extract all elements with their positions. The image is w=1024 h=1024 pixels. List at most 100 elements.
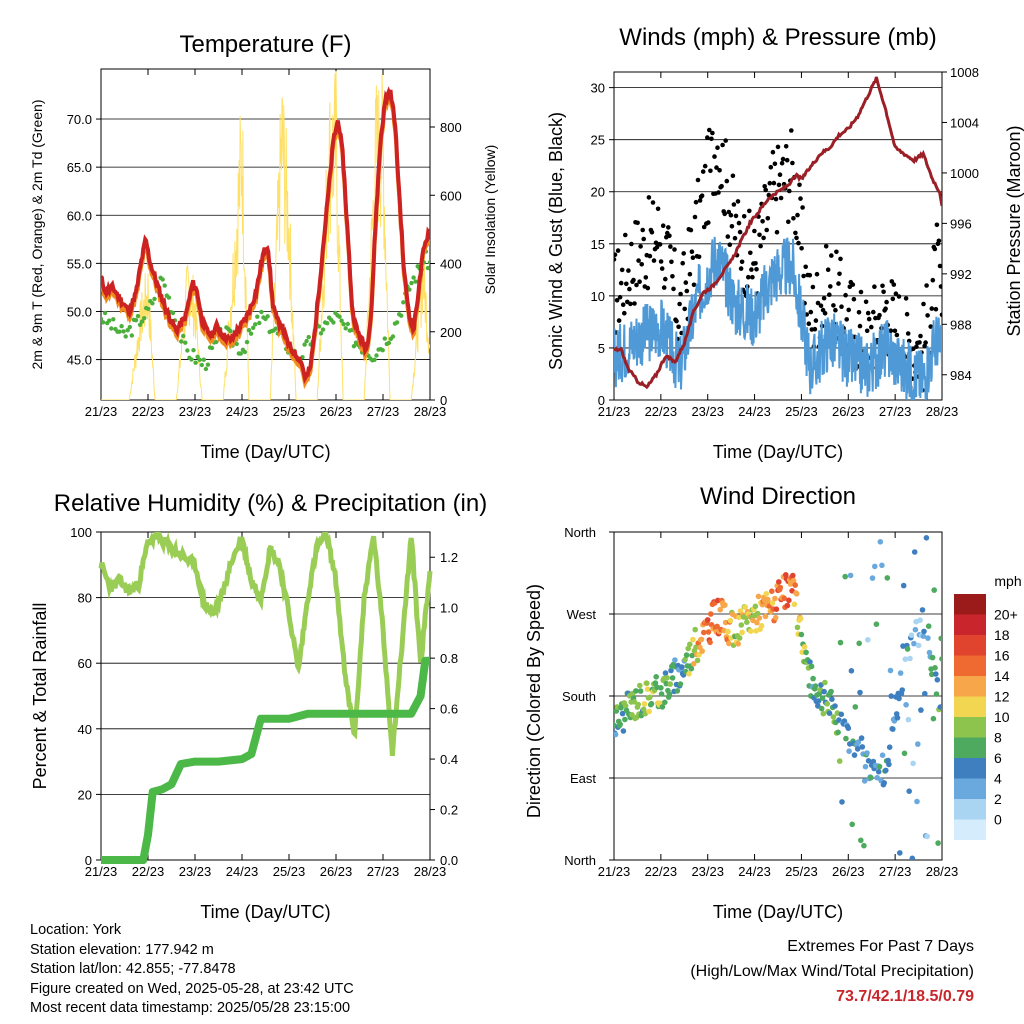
legend-label: 10	[994, 709, 1010, 725]
gust-point	[693, 199, 699, 205]
direction-point	[917, 617, 923, 623]
direction-point	[852, 704, 859, 710]
gust-point	[705, 135, 710, 140]
direction-point	[932, 665, 938, 671]
gust-point	[770, 149, 776, 155]
gust-point	[800, 205, 805, 210]
gust-point	[731, 202, 737, 207]
gust-point	[921, 301, 926, 307]
gust-point	[930, 277, 936, 283]
direction-point	[851, 752, 858, 758]
direction-point	[635, 701, 641, 708]
dewpoint-point	[101, 316, 104, 322]
gust-point	[715, 145, 720, 150]
y-tick-label: 10	[591, 289, 605, 304]
x-tick-label: 22/23	[645, 404, 678, 419]
direction-point	[848, 668, 855, 674]
gust-point	[825, 267, 831, 273]
gust-point	[709, 136, 714, 142]
gust-point	[707, 127, 712, 133]
gust-point	[614, 252, 618, 257]
direction-point	[835, 729, 841, 736]
x-tick-label: 22/23	[132, 404, 165, 419]
gust-point	[763, 187, 768, 193]
gust-point	[614, 298, 620, 303]
dewpoint-point	[111, 317, 116, 322]
dewpoint-point	[129, 333, 134, 338]
dewpoint-point	[137, 322, 143, 327]
direction-point	[842, 573, 848, 580]
gust-point	[689, 249, 695, 254]
gust-point	[780, 156, 786, 162]
direction-point	[910, 760, 916, 767]
x-tick-label: 26/23	[832, 864, 865, 879]
gust-point	[779, 160, 785, 166]
dewpoint-point	[185, 348, 190, 353]
dewpoint-point	[205, 362, 211, 367]
direction-point	[812, 683, 819, 689]
gust-point	[708, 168, 713, 174]
direction-point	[846, 748, 852, 754]
direction-point	[824, 701, 830, 707]
gust-point	[719, 183, 724, 189]
gust-point	[700, 169, 706, 174]
gust-point	[880, 283, 885, 289]
dewpoint-point	[255, 314, 260, 319]
y-tick-label: 0	[85, 853, 92, 868]
direction-point	[896, 695, 902, 702]
dewpoint-point	[125, 328, 130, 333]
direction-point	[776, 579, 782, 585]
direction-point	[926, 649, 933, 656]
x-tick-label: 26/23	[320, 864, 353, 879]
dewpoint-point	[409, 280, 414, 286]
direction-point	[620, 728, 627, 734]
gust-point	[706, 220, 711, 225]
gust-point	[917, 340, 922, 345]
dewpoint-point	[119, 324, 124, 329]
direction-point	[647, 694, 653, 701]
direction-point	[631, 699, 638, 705]
gust-point	[748, 250, 753, 256]
direction-point	[877, 539, 884, 545]
gust-point	[803, 264, 808, 270]
direction-point	[907, 655, 913, 662]
gust-point	[650, 200, 656, 205]
x-tick-label: 28/23	[414, 864, 447, 879]
gust-point	[671, 286, 676, 292]
direction-point	[818, 705, 825, 712]
gust-point	[831, 303, 836, 308]
gust-point	[783, 144, 789, 149]
gust-point	[838, 256, 843, 262]
direction-point	[644, 680, 650, 686]
gust-point	[813, 318, 819, 323]
dewpoint-point	[343, 326, 348, 331]
gust-point	[690, 255, 696, 260]
direction-point	[658, 691, 665, 697]
direction-point	[836, 758, 843, 764]
gust-point	[619, 267, 625, 273]
direction-point	[872, 563, 878, 570]
direction-point	[902, 656, 909, 662]
direction-point	[758, 623, 765, 629]
y2-tick-label: 1008	[950, 65, 979, 80]
gust-point	[894, 332, 900, 338]
direction-point	[690, 636, 696, 643]
y-tick-label: 70.0	[67, 112, 92, 127]
dewpoint-point	[101, 320, 106, 325]
direction-point	[637, 682, 643, 689]
direction-point	[855, 739, 862, 745]
gust-point	[615, 248, 621, 253]
dewpoint-point	[193, 360, 198, 365]
y-tick-label: 15	[591, 237, 605, 252]
gust-point	[877, 312, 882, 318]
y-tick-label: 100	[70, 525, 92, 540]
direction-point	[931, 587, 937, 593]
gust-point	[727, 242, 733, 247]
direction-point	[868, 774, 874, 781]
humidity-title: Relative Humidity (%) & Precipitation (i…	[54, 490, 487, 517]
dewpoint-point	[214, 339, 219, 345]
dewpoint-point	[109, 326, 114, 331]
direction-point	[694, 657, 701, 664]
dewpoint-point	[253, 322, 258, 327]
gust-point	[666, 225, 671, 230]
